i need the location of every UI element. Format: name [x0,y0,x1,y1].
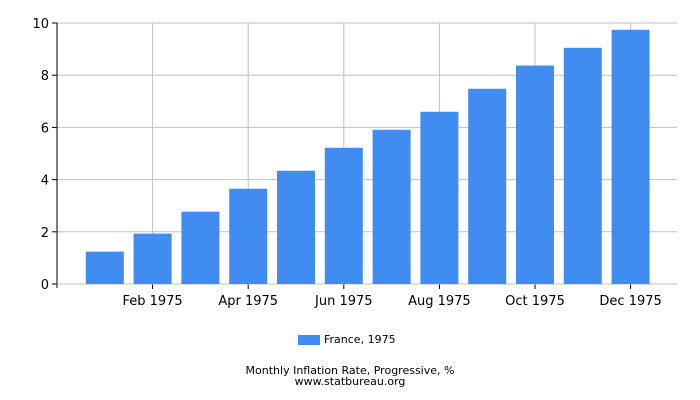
legend-label: France, 1975 [324,333,396,346]
y-tick-label: 4 [41,174,49,189]
chart-title: Monthly Inflation Rate, Progressive, % [245,364,455,377]
legend-swatch [298,334,320,345]
x-tick-label: Jun 1975 [314,294,373,309]
bar-oct-1975 [516,65,554,284]
bar-jul-1975 [372,129,411,284]
bar-jan-1975 [85,251,124,284]
x-tick-label: Aug 1975 [408,294,471,309]
bar-mar-1975 [181,211,220,284]
bar-apr-1975 [229,188,268,284]
chart-subtitle: www.statbureau.org [294,375,406,388]
y-tick-label: 8 [41,69,49,84]
bar-dec-1975 [611,29,650,285]
x-tick-label: Apr 1975 [218,294,278,309]
bar-may-1975 [277,170,315,284]
bar-jun-1975 [324,147,363,284]
x-tick-label: Feb 1975 [122,294,182,309]
y-tick-label: 0 [41,278,49,293]
bar-nov-1975 [563,47,602,284]
x-tick-label: Dec 1975 [599,294,661,309]
y-tick-label: 6 [41,121,49,136]
bar-feb-1975 [133,233,172,284]
bar-sep-1975 [468,88,507,284]
bar-chart: 0 2 4 6 8 10 Feb 1975 Apr 1975 Jun 1975 Aug 1975 O… [32,17,677,309]
y-tick-label: 2 [41,226,49,241]
legend: France, 1975 [298,333,396,346]
y-tick-label: 10 [32,17,49,32]
bar-aug-1975 [420,111,459,285]
x-tick-label: Oct 1975 [505,294,565,309]
